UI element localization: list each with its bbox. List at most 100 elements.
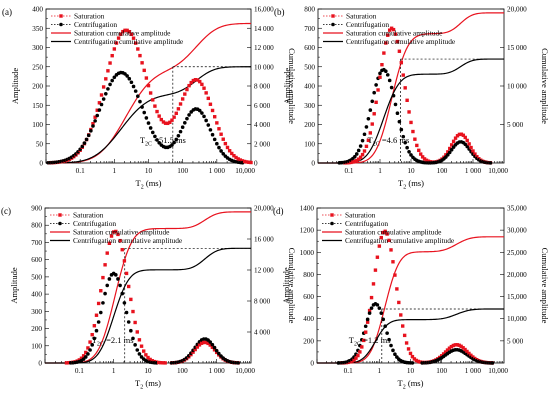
- centrifugation-point: [370, 99, 375, 104]
- saturation-point: [375, 255, 380, 259]
- saturation-point: [121, 29, 125, 34]
- y-tick-label-left: 300: [31, 308, 42, 316]
- x-tick-label: 10,000: [235, 167, 255, 175]
- legend-label: Saturation: [74, 12, 105, 21]
- centrifugation-point: [206, 123, 211, 127]
- saturation-point: [118, 238, 122, 243]
- annotation-t2c: T2C =4.6 ms: [368, 135, 410, 148]
- centrifugation-point: [381, 317, 386, 322]
- saturation-point: [176, 107, 181, 111]
- saturation-point: [146, 355, 150, 360]
- saturation-point: [133, 320, 137, 325]
- centrifugation-point: [97, 108, 102, 112]
- saturation-point: [124, 271, 129, 276]
- saturation-point: [129, 297, 133, 302]
- saturation-point: [349, 160, 353, 165]
- centrifugation-point: [133, 89, 138, 93]
- centrifugation-point: [88, 348, 92, 352]
- saturation-point: [101, 275, 105, 280]
- legend-label: Saturation cumulative amplitude: [74, 29, 171, 38]
- centrifugation-point: [98, 310, 103, 315]
- y-tick-label-left: 600: [31, 256, 42, 264]
- saturation-point: [187, 83, 191, 88]
- x-tick-label: 0.1: [76, 167, 85, 175]
- centrifugation-point: [387, 78, 392, 83]
- centrifugation-point: [133, 343, 137, 347]
- centrifugation-point: [397, 119, 402, 124]
- saturation-point: [163, 121, 168, 125]
- centrifugation-point: [180, 125, 185, 130]
- centrifugation-point: [366, 116, 371, 121]
- centrifugation-point: [356, 148, 361, 153]
- centrifugation-point: [200, 111, 204, 115]
- saturation-point: [453, 343, 458, 347]
- y-tick-label-left: 100: [304, 140, 315, 148]
- legend-label: Centrifugation: [345, 219, 388, 228]
- saturation-point: [195, 78, 200, 82]
- saturation-point: [459, 132, 464, 136]
- saturation-point: [418, 152, 423, 156]
- centrifugation-point: [385, 73, 390, 77]
- x-tick-label: 10: [407, 367, 415, 375]
- saturation-point: [136, 47, 140, 51]
- saturation-point: [444, 153, 448, 157]
- saturation-point: [469, 353, 473, 358]
- centrifugation-point: [204, 118, 208, 123]
- legend-label: Saturation cumulative amplitude: [73, 228, 170, 237]
- x-tick-label: 10: [144, 367, 152, 375]
- centrifugation-point: [118, 283, 122, 288]
- centrifugation-point: [385, 331, 389, 335]
- saturation-point: [230, 151, 234, 156]
- saturation-point: [408, 351, 413, 356]
- saturation-point: [395, 39, 400, 44]
- x-tick-label: 0.1: [345, 167, 354, 175]
- saturation-point: [126, 284, 131, 289]
- centrifugation-point: [131, 336, 135, 341]
- centrifugation-point: [379, 311, 384, 315]
- y-tick-label-left: 0: [311, 160, 315, 168]
- saturation-point: [391, 260, 395, 264]
- y-tick-label-right: 20,000: [254, 205, 274, 213]
- saturation-point: [234, 155, 238, 160]
- centrifugation-point: [353, 154, 357, 159]
- centrifugation-point: [144, 116, 149, 120]
- centrifugation-point: [197, 108, 202, 113]
- y-tick-label-right: 2 000: [254, 140, 271, 148]
- saturation-point: [446, 150, 450, 154]
- centrifugation-point: [219, 149, 223, 153]
- saturation-point: [381, 230, 385, 235]
- chart-panel-2: 0.1 1 10 100 1 000 10,000 T2 (ms) 0 100 200 300 400…: [274, 6, 550, 191]
- x-tick-label: 10,000: [488, 167, 508, 175]
- saturation-point: [198, 79, 202, 84]
- centrifugation-point: [153, 134, 157, 139]
- centrifugation-point: [96, 320, 101, 324]
- legend-label: Centrifugation cumulative amplitude: [346, 37, 456, 46]
- saturation-point: [197, 343, 202, 347]
- saturation-point: [422, 157, 427, 161]
- centrifugation-point: [103, 291, 107, 296]
- y-tick-label-right: 14 000: [254, 25, 274, 33]
- centrifugation-point: [378, 71, 382, 76]
- saturation-point: [360, 345, 364, 349]
- saturation-point: [356, 353, 360, 358]
- centrifugation-point: [99, 102, 104, 107]
- saturation-point: [399, 60, 404, 65]
- saturation-point: [191, 350, 195, 354]
- x-tick-label: 1: [378, 367, 382, 375]
- saturation-point: [445, 348, 450, 352]
- centrifugation-point: [112, 75, 117, 80]
- saturation-point: [139, 344, 144, 348]
- saturation-point: [364, 144, 369, 149]
- centrifugation-point: [178, 129, 183, 134]
- chart-panel-3: 0.1 1 10 100 1 000 10,000 T2 (ms) 0 100 200 300 400…: [1, 205, 297, 391]
- centrifugation-point: [215, 141, 219, 146]
- legend-label: Saturation: [73, 211, 104, 220]
- saturation-point: [199, 341, 204, 345]
- saturation-point: [94, 313, 99, 317]
- saturation-point: [447, 346, 452, 350]
- saturation-point: [453, 136, 458, 140]
- centrifugation-point: [95, 113, 100, 118]
- saturation-point: [441, 352, 446, 356]
